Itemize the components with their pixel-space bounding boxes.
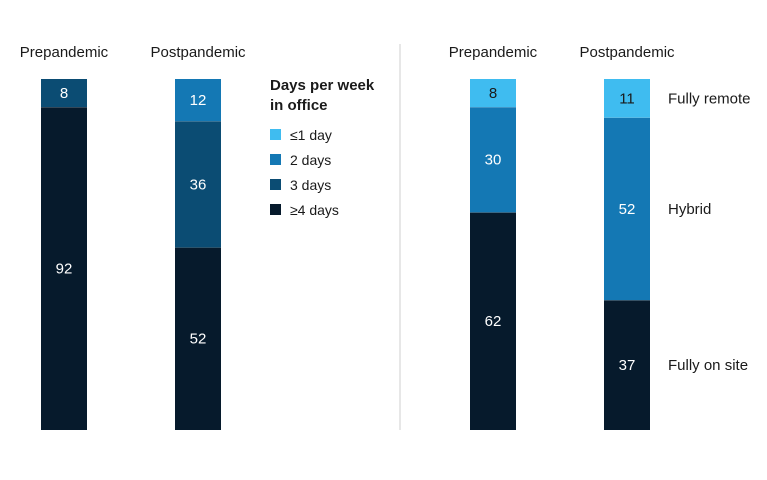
data-label: 52 [619,201,636,218]
category-label: Prepandemic [20,44,109,61]
bar-segment [41,107,87,430]
legend-label: 2 days [290,151,332,168]
series-label: Fully remote [668,90,751,107]
data-label: 36 [190,176,207,193]
bar-segment [41,79,87,108]
bar-segment [175,79,221,122]
legend-swatch [270,179,281,190]
legend-label: ≥4 days [290,201,339,218]
series-label: Fully on site [668,357,748,374]
bar-segment [470,107,516,213]
data-label: 37 [619,357,636,374]
data-label: 8 [489,85,497,102]
legend-swatch [270,154,281,165]
bar-segment [604,79,650,118]
data-label: 12 [190,92,207,109]
category-label: Postpandemic [150,44,246,61]
legend-swatch [270,204,281,215]
data-label: 52 [190,331,207,348]
data-label: 30 [485,152,502,169]
bar-segment [604,300,650,430]
bar-segment [175,247,221,430]
legend-label: ≤1 day [290,126,332,143]
legend-item: 2 days [270,147,339,172]
data-label: 62 [485,313,502,330]
category-label: Prepandemic [449,44,538,61]
legend-item: ≥4 days [270,197,339,222]
bar-segment [604,117,650,301]
data-label: 11 [619,90,635,107]
legend-item: 3 days [270,172,339,197]
legend-item: ≤1 day [270,122,339,147]
legend-swatch [270,129,281,140]
bar-segment [470,212,516,430]
legend-title: Days per week in office [270,77,375,114]
series-label: Hybrid [668,201,711,218]
data-label: 92 [56,261,73,278]
data-label: 8 [60,85,68,102]
legend: ≤1 day 2 days 3 days ≥4 days [270,122,339,222]
bar-segment [470,79,516,108]
category-label: Postpandemic [579,44,675,61]
bar-segment [175,121,221,248]
legend-label: 3 days [290,176,332,193]
